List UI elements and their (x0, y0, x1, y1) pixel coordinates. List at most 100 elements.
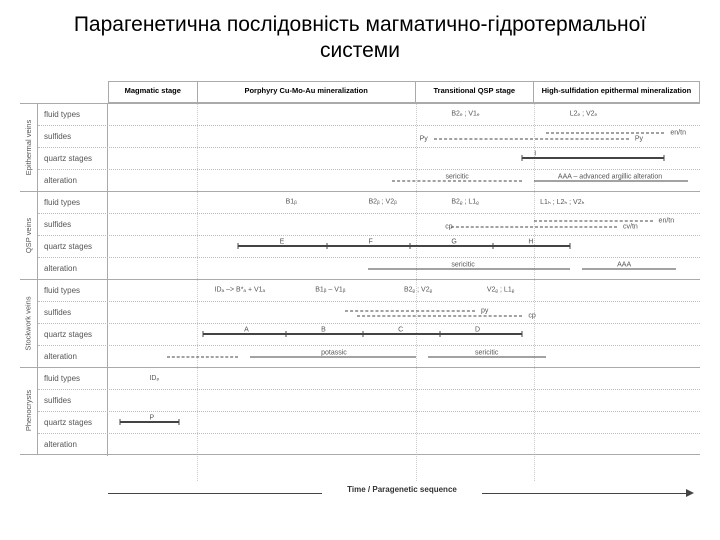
row-label: sulfides (38, 390, 108, 411)
tick-mark (202, 331, 203, 337)
section-label: QSP veins (20, 192, 38, 279)
annotation-text: sericitic (445, 174, 468, 181)
row-label: sulfides (38, 214, 108, 235)
page-title: Парагенетична послідовність магматично-г… (0, 0, 720, 73)
diagram-row: sulfides en/tn Py Py (38, 126, 700, 148)
annotation-text: L1ₕ ; L2ₕ ; V2ₕ (540, 198, 584, 206)
range-bar (546, 132, 664, 133)
range-bar (357, 316, 523, 317)
diagram-row: alterationpotassicsericitic (38, 346, 700, 368)
diagram-row: fluid typesB1ᵦB2ᵦ ; V2ᵦB2ᵨ ; L1ᵨL1ₕ ; L2… (38, 192, 700, 214)
row-label: quartz stages (38, 236, 108, 257)
diagram-row: fluid typesIDₐ –> B*ₐ + V1ₐB1ᵦ – V1ᵦB2ᵨ … (38, 280, 700, 302)
tick-mark (522, 155, 523, 161)
annotation-text: IDₚ (149, 374, 159, 382)
annotation-text: cv/tn (623, 224, 638, 231)
tick-mark (362, 331, 363, 337)
stage-header-row: Magmatic stagePorphyry Cu-Mo-Au minerali… (108, 81, 700, 103)
annotation-text: sericitic (475, 350, 498, 357)
range-bar (120, 421, 179, 423)
stage-header: Magmatic stage (109, 82, 198, 102)
annotation-text: F (368, 238, 372, 245)
annotation-text: L2ₑ ; V2ₑ (570, 111, 597, 118)
annotation-text: AAA – advanced argillic alteration (558, 174, 662, 181)
row-label: quartz stages (38, 148, 108, 169)
range-bar (522, 157, 664, 159)
diagram-row: quartz stages P (38, 412, 700, 434)
annotation-text: B1ᵦ (286, 199, 297, 206)
section: Phenocrystsfluid typesIDₚsulfidesquartz … (20, 367, 700, 455)
range-bar (534, 220, 652, 221)
annotation-text: cp (445, 224, 452, 231)
section-label: Phenocrysts (20, 368, 38, 454)
row-canvas: IDₐ –> B*ₐ + V1ₐB1ᵦ – V1ᵦB2ᵨ ; V2ᵨV2ᵨ ; … (108, 280, 700, 301)
row-canvas: potassic sericitic (108, 346, 700, 368)
row-label: fluid types (38, 192, 108, 213)
annotation-text: P (149, 414, 154, 421)
annotation-text: en/tn (659, 217, 675, 224)
tick-mark (492, 243, 493, 249)
diagram-row: alteration (38, 434, 700, 456)
tick-mark (522, 331, 523, 337)
annotation-text: Py (420, 136, 428, 143)
row-canvas: B1ᵦB2ᵦ ; V2ᵦB2ᵨ ; L1ᵨL1ₕ ; L2ₕ ; V2ₕ (108, 192, 700, 213)
tick-mark (238, 243, 239, 249)
row-canvas: B2ₑ ; V1ₑ L2ₑ ; V2ₑ (108, 104, 700, 125)
diagram-row: quartz stagesEFGH (38, 236, 700, 258)
tick-mark (569, 243, 570, 249)
annotation-text: potassic (321, 350, 347, 357)
annotation-text: B (321, 326, 326, 333)
range-bar (345, 310, 475, 311)
annotation-text: C (398, 326, 403, 333)
annotation-text: G (451, 238, 456, 245)
annotation-text: cp (528, 313, 535, 320)
annotation-text: E (280, 238, 285, 245)
paragenetic-diagram: Magmatic stagePorphyry Cu-Mo-Au minerali… (20, 81, 700, 511)
row-canvas: A B C D (108, 324, 700, 345)
annotation-text: B2ᵨ ; V2ᵨ (404, 287, 432, 294)
section: Epithermal veinsfluid typesB2ₑ ; V1ₑL2ₑ … (20, 103, 700, 191)
tick-mark (664, 155, 665, 161)
row-canvas: sericitic AAA – advanced argillic alterat… (108, 170, 700, 192)
annotation-text: py (481, 307, 488, 314)
annotation-text: IDₐ –> B*ₐ + V1ₐ (215, 287, 266, 294)
section: QSP veinsfluid typesB1ᵦB2ᵦ ; V2ᵦB2ᵨ ; L1… (20, 191, 700, 279)
annotation-text: en/tn (670, 129, 686, 136)
annotation-text: sericitic (451, 262, 474, 269)
annotation-text: AAA (617, 262, 631, 269)
diagram-row: quartz stages I (38, 148, 700, 170)
tick-mark (327, 243, 328, 249)
time-axis: Time / Paragenetic sequence (108, 487, 696, 505)
row-canvas: py cp (108, 302, 700, 323)
row-label: alteration (38, 170, 108, 192)
annotation-text: Py (635, 136, 643, 143)
row-canvas: P (108, 412, 700, 433)
range-bar (167, 356, 238, 357)
stage-header: Porphyry Cu-Mo-Au mineralization (198, 82, 416, 102)
annotation-text: A (244, 326, 249, 333)
row-label: quartz stages (38, 324, 108, 345)
diagram-row: fluid typesIDₚ (38, 368, 700, 390)
annotation-text: I (534, 150, 536, 157)
tick-mark (119, 419, 120, 425)
range-bar (238, 245, 570, 247)
section-label: Stockwork veins (20, 280, 38, 367)
diagram-row: sulfides en/tn cv/tn cp (38, 214, 700, 236)
annotation-text: D (475, 326, 480, 333)
row-label: quartz stages (38, 412, 108, 433)
row-label: alteration (38, 258, 108, 280)
row-label: sulfides (38, 126, 108, 147)
diagram-row: quartz stages A B C D (38, 324, 700, 346)
stage-header: High-sulfidation epithermal mineralizati… (534, 82, 699, 102)
annotation-text: B2ₑ ; V1ₑ (451, 111, 479, 118)
diagram-row: alteration sericitic AAA – advanced argill… (38, 170, 700, 192)
row-canvas: en/tn cv/tn cp (108, 214, 700, 235)
row-canvas: sericitic AAA (108, 258, 700, 280)
range-bar (451, 227, 617, 228)
row-canvas: I (108, 148, 700, 169)
axis-label: Time / Paragenetic sequence (322, 485, 482, 494)
tick-mark (439, 331, 440, 337)
annotation-text: B2ᵨ ; L1ᵨ (451, 199, 479, 206)
row-label: fluid types (38, 280, 108, 301)
diagram-row: fluid typesB2ₑ ; V1ₑL2ₑ ; V2ₑ (38, 104, 700, 126)
